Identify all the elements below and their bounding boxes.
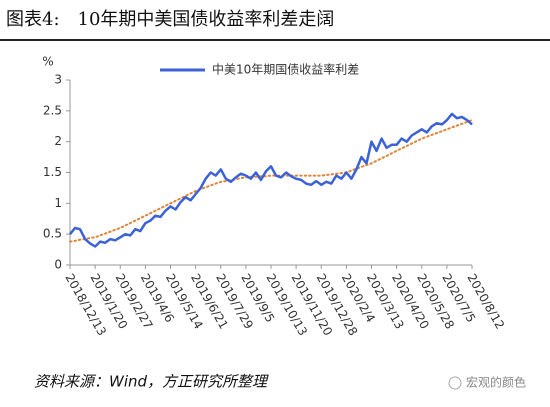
y-tick-label: 1.5	[43, 165, 62, 179]
y-tick-label: 0.5	[43, 227, 62, 241]
y-tick-label: 2	[54, 134, 62, 148]
source-note: 资料来源：Wind，方正研究所整理	[34, 373, 269, 391]
series-line	[69, 112, 473, 248]
y-tick-label: 1	[54, 196, 62, 210]
watermark-icon	[448, 376, 462, 390]
chart-title: 图表4: 10年期中美国债收益率利差走阔	[6, 9, 334, 30]
trend-line	[69, 119, 473, 243]
watermark: 宏观的颜色	[466, 375, 526, 390]
x-tick-label: 2020/8/12	[464, 271, 507, 331]
y-axis-label: %	[42, 55, 53, 69]
legend-label: 中美10年期国债收益率利差	[212, 62, 359, 77]
y-tick-label: 3	[54, 73, 62, 87]
y-tick-label: 0	[54, 258, 62, 272]
y-tick-label: 2.5	[43, 103, 62, 117]
